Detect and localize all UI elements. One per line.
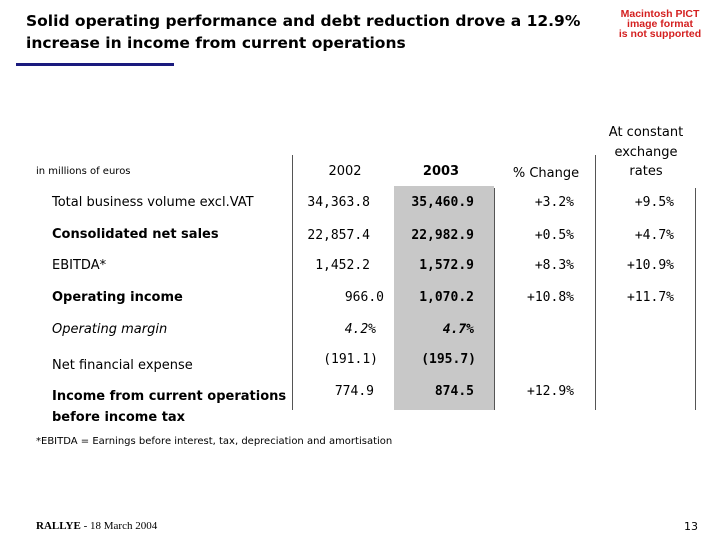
row-2-2002: 1,452.2 bbox=[315, 258, 370, 273]
row-3-2003: 1,070.2 bbox=[419, 290, 474, 305]
header-2002: 2002 bbox=[328, 164, 362, 179]
row-label-income-from-current-operations: Income from current operations before in… bbox=[52, 386, 286, 428]
row-3-constant: +11.7% bbox=[627, 290, 674, 305]
row-0-2002: 34,363.8 bbox=[307, 195, 370, 210]
units-label: in millions of euros bbox=[36, 166, 131, 177]
header-constant-line-1: At constant bbox=[608, 125, 684, 140]
title-underline bbox=[16, 63, 174, 66]
row-label-ebitda: EBITDA* bbox=[52, 258, 107, 273]
row-6-label-line-1: Income from current operations bbox=[52, 389, 287, 404]
footer-date: - 18 March 2004 bbox=[80, 520, 158, 532]
row-3-2002: 966.0 bbox=[344, 290, 384, 305]
pict-line-1: Macintosh PICT bbox=[620, 8, 700, 20]
row-label-total-business-volume: Total business volume excl.VAT bbox=[52, 195, 254, 210]
column-divider-2 bbox=[494, 188, 495, 410]
row-4-2002: 4.2% bbox=[344, 322, 376, 337]
header-2003: 2003 bbox=[422, 164, 460, 179]
row-1-2003: 22,982.9 bbox=[411, 228, 474, 243]
row-4-2003: 4.7% bbox=[442, 322, 474, 337]
row-label-consolidated-net-sales: Consolidated net sales bbox=[52, 227, 219, 242]
row-5-2003: (195.7) bbox=[421, 352, 476, 367]
footer-company: RALLYE bbox=[36, 520, 81, 532]
ebitda-footnote: *EBITDA = Earnings before interest, tax,… bbox=[36, 436, 393, 447]
header-constant-line-3: rates bbox=[629, 164, 663, 179]
row-0-change: +3.2% bbox=[534, 195, 574, 210]
row-1-change: +0.5% bbox=[534, 228, 574, 243]
row-6-change: +12.9% bbox=[527, 384, 574, 399]
column-divider-4 bbox=[695, 188, 696, 410]
pict-line-2: image format bbox=[627, 18, 693, 30]
header-constant-rates: At constant exchange rates bbox=[598, 123, 694, 182]
row-0-constant: +9.5% bbox=[634, 195, 674, 210]
column-divider-1 bbox=[292, 155, 293, 410]
row-6-2003: 874.5 bbox=[434, 384, 474, 399]
header-percent-change: % Change bbox=[512, 166, 580, 181]
row-label-net-financial-expense: Net financial expense bbox=[52, 358, 193, 373]
highlight-2003-column bbox=[394, 186, 494, 410]
row-label-operating-income: Operating income bbox=[52, 290, 183, 305]
unsupported-image-notice: Macintosh PICT image format is not suppo… bbox=[602, 8, 718, 40]
page-number: 13 bbox=[684, 520, 698, 533]
row-6-label-line-2: before income tax bbox=[52, 410, 186, 425]
row-label-operating-margin: Operating margin bbox=[52, 322, 168, 337]
row-0-2003: 35,460.9 bbox=[411, 195, 474, 210]
slide-footer: RALLYE - 18 March 2004 bbox=[36, 520, 157, 532]
row-6-2002: 774.9 bbox=[334, 384, 374, 399]
slide-title: Solid operating performance and debt red… bbox=[26, 12, 581, 52]
row-3-change: +10.8% bbox=[527, 290, 574, 305]
row-1-constant: +4.7% bbox=[634, 228, 674, 243]
pict-line-3: is not supported bbox=[618, 28, 702, 40]
header-constant-line-2: exchange bbox=[614, 144, 678, 160]
row-1-2002: 22,857.4 bbox=[307, 228, 370, 243]
row-2-2003: 1,572.9 bbox=[419, 258, 474, 273]
row-2-constant: +10.9% bbox=[627, 258, 674, 273]
column-divider-3 bbox=[595, 155, 596, 410]
row-5-2002: (191.1) bbox=[323, 352, 378, 367]
row-2-change: +8.3% bbox=[534, 258, 574, 273]
